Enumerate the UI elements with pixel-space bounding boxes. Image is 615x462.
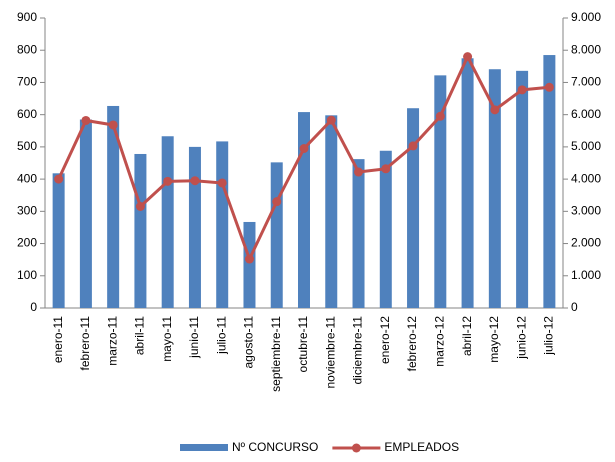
y2-tick-label: 8.000 xyxy=(571,42,601,56)
marker xyxy=(190,176,200,186)
x-tick-label: mayo-11 xyxy=(160,316,174,362)
legend-label: Nº CONCURSO xyxy=(232,440,318,454)
marker xyxy=(244,254,254,264)
y2-tick-label: 9.000 xyxy=(571,10,601,24)
marker xyxy=(108,120,118,130)
bar xyxy=(52,173,65,308)
x-tick-label: mayo-12 xyxy=(487,316,501,363)
y-tick-label: 700 xyxy=(17,75,37,89)
legend-marker xyxy=(351,443,361,453)
y-tick-label: 500 xyxy=(17,139,37,153)
y2-tick-label: 7.000 xyxy=(571,75,601,89)
x-tick-label: agosto-11 xyxy=(242,316,256,369)
x-tick-label: marzo-11 xyxy=(105,316,119,366)
bar xyxy=(434,75,447,308)
marker xyxy=(435,111,445,121)
bar xyxy=(325,115,338,308)
x-tick-label: diciembre-11 xyxy=(351,316,365,385)
marker xyxy=(54,174,64,184)
y-tick-label: 400 xyxy=(17,171,37,185)
bar xyxy=(407,108,420,308)
marker xyxy=(544,82,554,92)
y2-tick-label: 6.000 xyxy=(571,107,601,121)
bar xyxy=(461,58,474,309)
y2-tick-label: 5.000 xyxy=(571,139,601,153)
x-tick-label: noviembre-11 xyxy=(323,316,337,389)
marker xyxy=(354,167,364,177)
bar xyxy=(516,70,529,308)
marker xyxy=(217,178,227,188)
marker xyxy=(163,176,173,186)
bar xyxy=(79,119,92,308)
y-tick-label: 900 xyxy=(17,10,37,24)
marker xyxy=(135,202,145,211)
bar xyxy=(270,162,283,308)
y-tick-label: 800 xyxy=(17,42,37,56)
x-tick-label: septiembre-11 xyxy=(269,316,283,392)
y-tick-label: 200 xyxy=(17,236,37,250)
bar xyxy=(543,55,556,308)
bar xyxy=(161,136,174,308)
bar xyxy=(107,105,120,308)
x-tick-label: julio-12 xyxy=(542,316,556,356)
x-tick-label: enero-11 xyxy=(51,316,65,363)
x-tick-label: junio-11 xyxy=(187,316,201,359)
marker xyxy=(408,141,418,151)
bar xyxy=(379,150,392,308)
x-tick-label: febrero-11 xyxy=(78,316,92,371)
x-tick-label: junio-12 xyxy=(514,316,528,360)
x-tick-label: enero-12 xyxy=(378,316,392,364)
bar xyxy=(216,141,229,308)
marker xyxy=(490,105,500,115)
y2-tick-label: 1.000 xyxy=(571,268,601,282)
y2-tick-label: 3.000 xyxy=(571,204,601,218)
legend-label: EMPLEADOS xyxy=(384,440,459,454)
bar xyxy=(488,69,501,308)
x-tick-label: marzo-12 xyxy=(432,316,446,367)
bar xyxy=(134,153,147,308)
y2-tick-label: 0 xyxy=(571,300,578,314)
y2-tick-label: 4.000 xyxy=(571,171,601,185)
y-tick-label: 100 xyxy=(17,268,37,282)
x-tick-label: abril-11 xyxy=(133,316,147,355)
marker xyxy=(326,115,336,125)
y-tick-label: 0 xyxy=(30,300,37,314)
x-tick-label: febrero-12 xyxy=(405,316,419,372)
legend-swatch xyxy=(180,444,228,451)
marker xyxy=(299,144,309,153)
y-tick-label: 300 xyxy=(17,204,37,218)
marker xyxy=(463,52,473,62)
x-tick-label: abril-12 xyxy=(460,316,474,356)
y-tick-label: 600 xyxy=(17,107,37,121)
bar xyxy=(298,112,310,308)
marker xyxy=(517,85,527,95)
x-tick-label: octubre-11 xyxy=(296,316,310,373)
marker xyxy=(381,164,391,174)
bar xyxy=(352,159,365,308)
marker xyxy=(81,115,91,125)
marker xyxy=(272,197,282,207)
x-tick-label: julio-11 xyxy=(214,316,228,355)
bar xyxy=(188,146,201,308)
y2-tick-label: 2.000 xyxy=(571,236,601,250)
bar xyxy=(243,221,256,308)
